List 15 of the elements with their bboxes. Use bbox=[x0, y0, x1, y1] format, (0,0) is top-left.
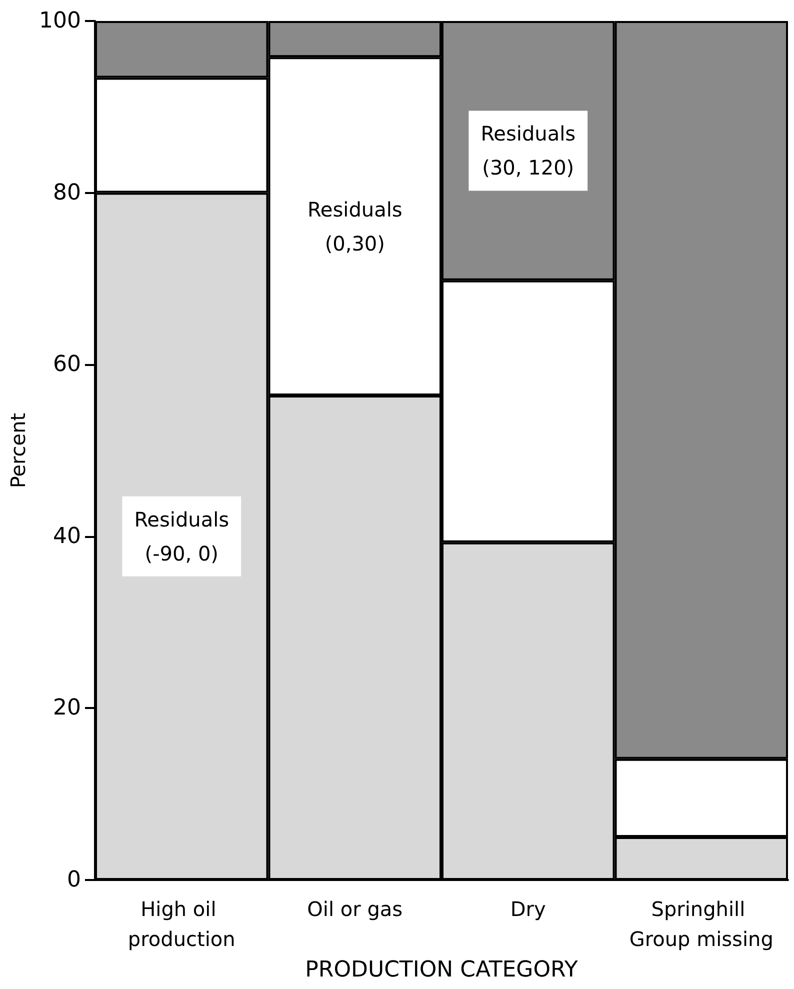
x-tick-label: Oil or gas bbox=[307, 897, 403, 921]
x-tick-label: High oil production bbox=[128, 897, 236, 951]
y-tick-label: 100 bbox=[39, 8, 81, 34]
y-tick-label: 20 bbox=[53, 696, 81, 721]
annotation: Residuals (0,30) bbox=[307, 197, 402, 256]
x-tick-label: Dry bbox=[510, 897, 546, 921]
annotation: Residuals (-90, 0) bbox=[134, 507, 230, 566]
x-tick-label: Springhill Group missing bbox=[629, 897, 774, 951]
y-tick-label: 60 bbox=[53, 352, 81, 378]
annotation: Residuals (30, 120) bbox=[480, 122, 576, 180]
x-axis-title: PRODUCTION CATEGORY bbox=[305, 957, 578, 982]
y-axis-title: Percent bbox=[6, 412, 30, 488]
y-tick-label: 0 bbox=[67, 868, 81, 892]
y-tick-label: 80 bbox=[53, 180, 81, 206]
y-tick-label: 40 bbox=[53, 524, 81, 549]
